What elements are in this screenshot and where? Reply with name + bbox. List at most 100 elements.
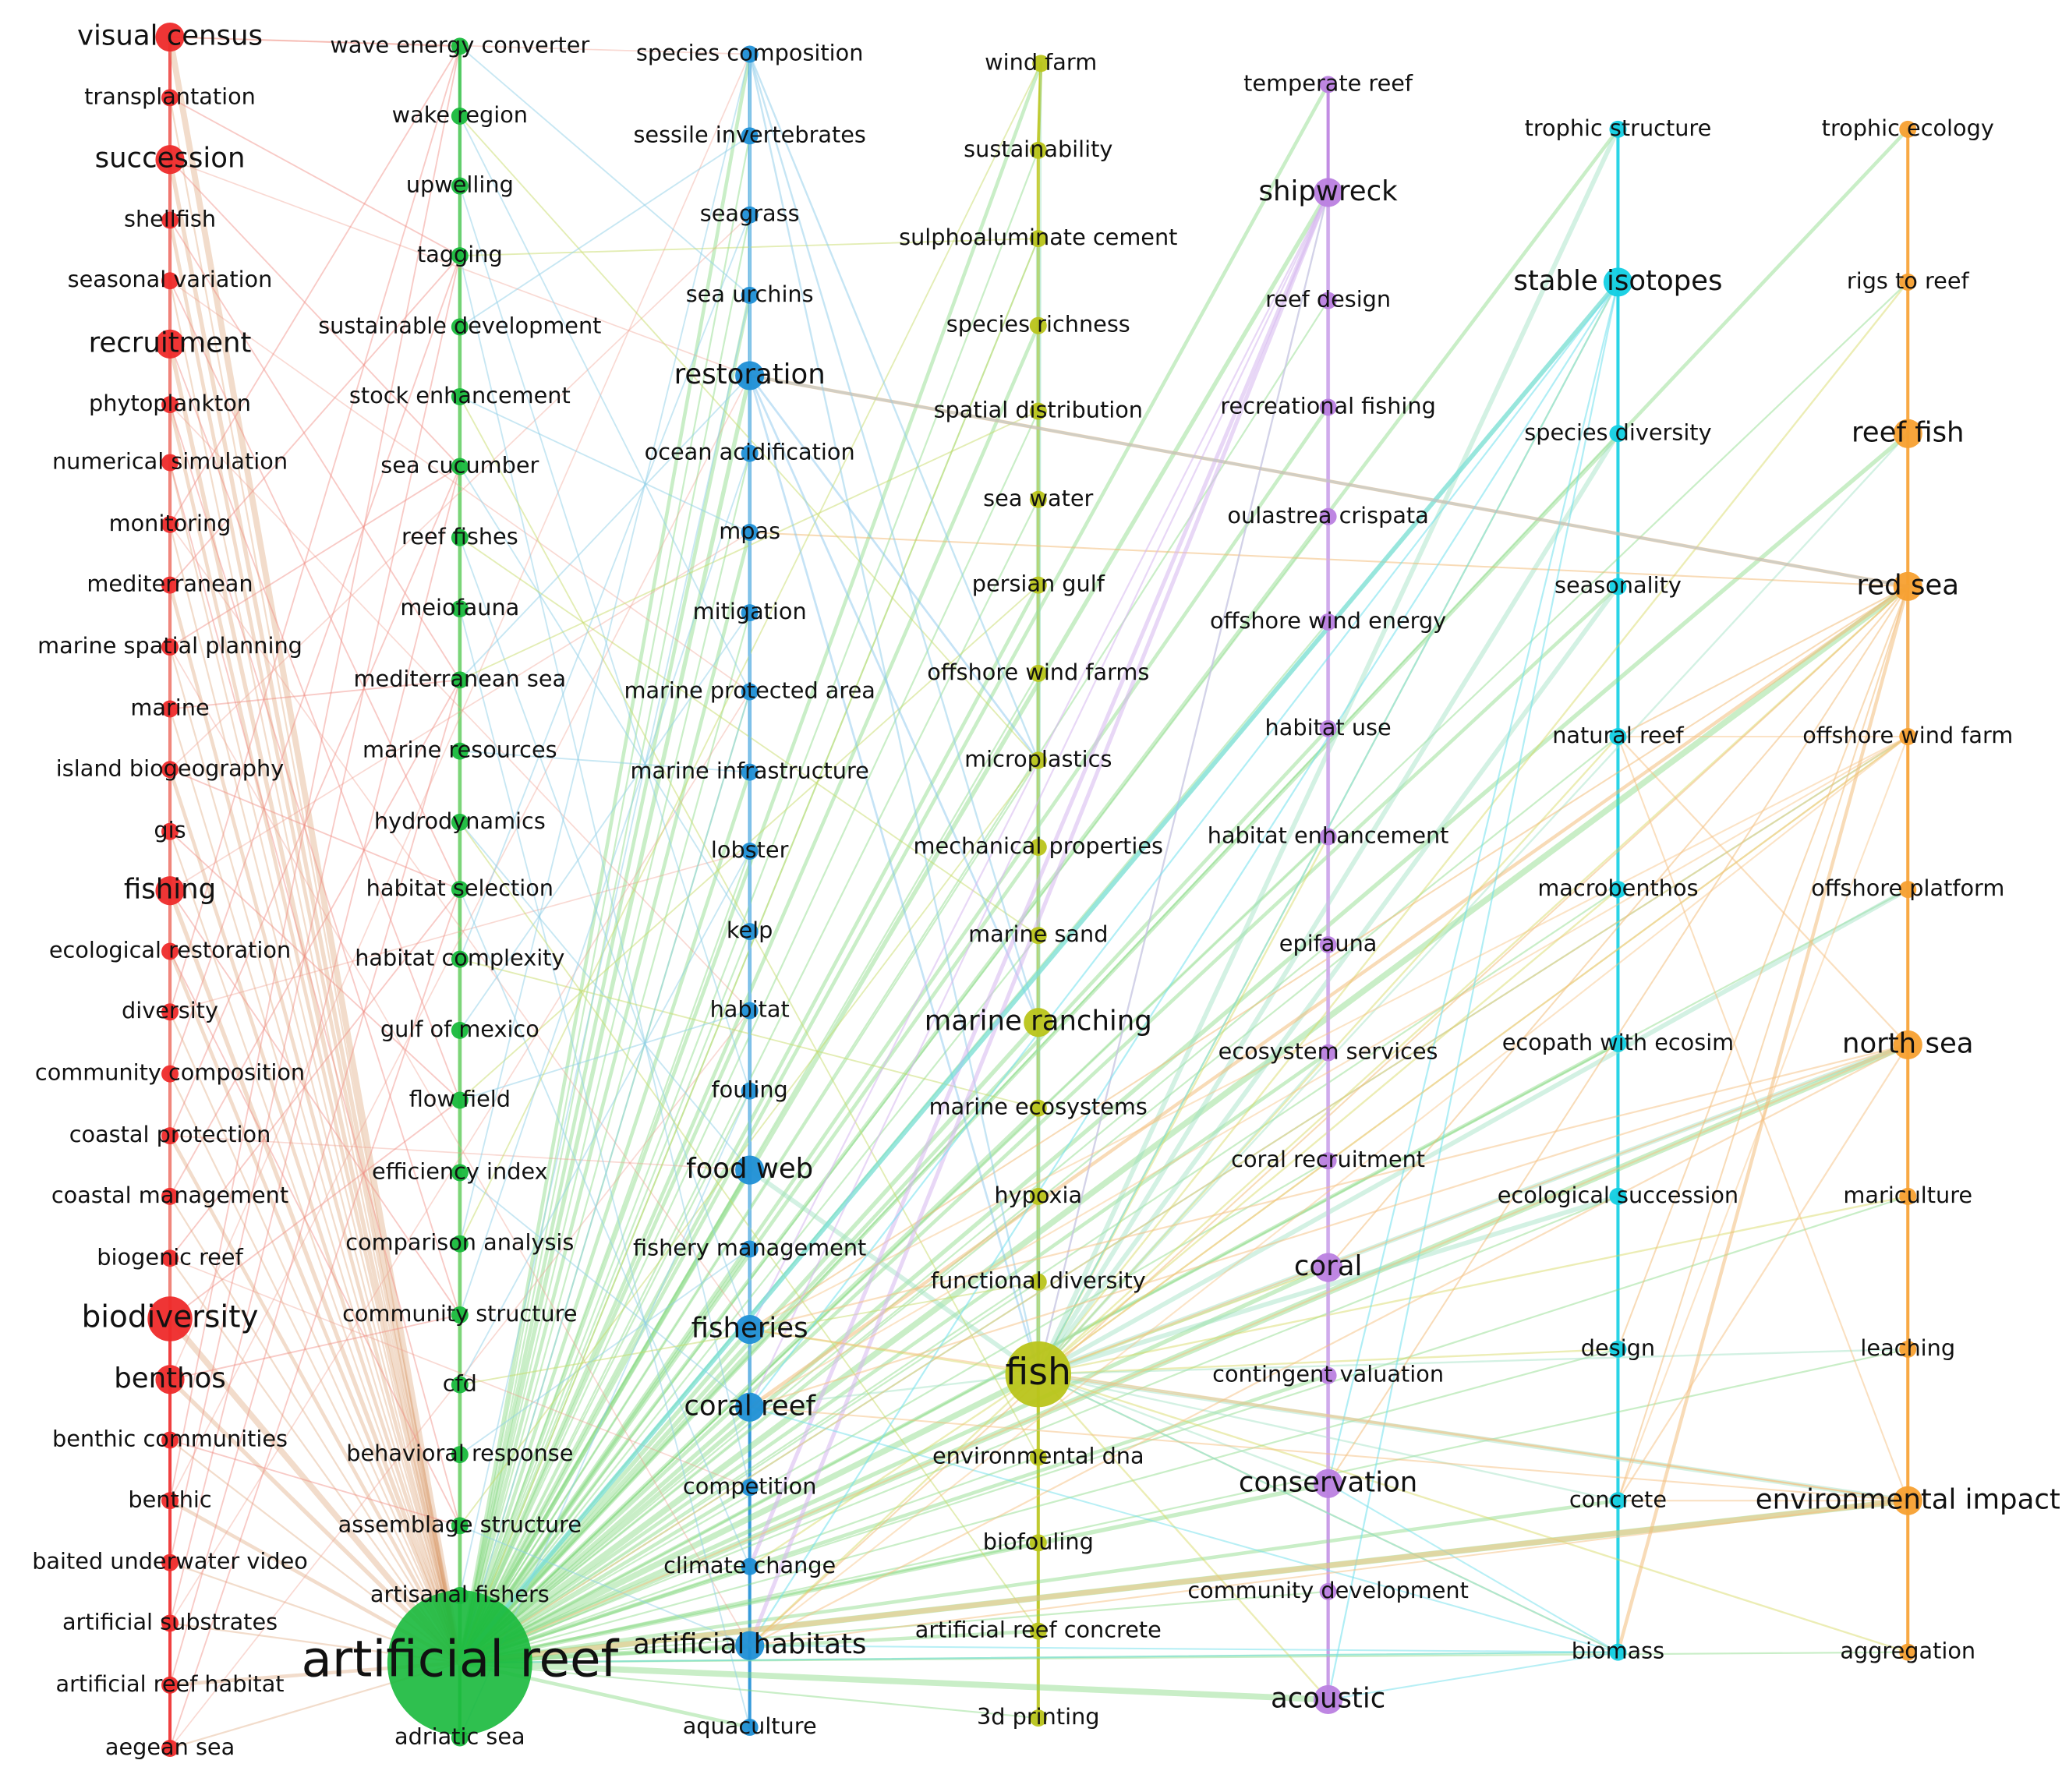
- keyword-node[interactable]: [1609, 1340, 1627, 1358]
- keyword-node[interactable]: [1319, 1582, 1337, 1600]
- keyword-node[interactable]: [1029, 490, 1047, 508]
- keyword-node[interactable]: [1893, 1486, 1922, 1515]
- keyword-node[interactable]: [451, 1729, 469, 1747]
- keyword-node[interactable]: [741, 683, 759, 701]
- keyword-node[interactable]: [161, 1431, 179, 1449]
- keyword-node[interactable]: [1609, 1034, 1627, 1052]
- keyword-node[interactable]: [1029, 141, 1047, 159]
- keyword-node[interactable]: [161, 761, 179, 779]
- keyword-node[interactable]: [741, 444, 759, 462]
- keyword-node[interactable]: [1029, 230, 1047, 248]
- keyword-node[interactable]: [451, 881, 469, 899]
- keyword-node[interactable]: [1319, 613, 1337, 631]
- keyword-node[interactable]: [735, 361, 765, 391]
- keyword-node[interactable]: [735, 1155, 765, 1185]
- keyword-node[interactable]: [451, 1517, 469, 1535]
- keyword-node[interactable]: [1603, 267, 1633, 297]
- keyword-node[interactable]: [1319, 1152, 1337, 1170]
- keyword-node[interactable]: [387, 1590, 532, 1736]
- keyword-node[interactable]: [451, 1306, 469, 1324]
- keyword-node[interactable]: [161, 638, 179, 656]
- keyword-node[interactable]: [1029, 316, 1047, 334]
- keyword-node[interactable]: [1609, 578, 1627, 596]
- keyword-node[interactable]: [1319, 1366, 1337, 1384]
- keyword-node[interactable]: [161, 1553, 179, 1571]
- keyword-node[interactable]: [1899, 120, 1917, 138]
- keyword-node[interactable]: [1609, 728, 1627, 745]
- keyword-node[interactable]: [735, 1631, 765, 1660]
- keyword-node[interactable]: [1609, 1643, 1627, 1661]
- keyword-node[interactable]: [741, 763, 759, 781]
- keyword-node[interactable]: [161, 1003, 179, 1021]
- keyword-node[interactable]: [161, 822, 179, 840]
- keyword-node[interactable]: [741, 843, 759, 861]
- keyword-node[interactable]: [161, 576, 179, 594]
- keyword-node[interactable]: [161, 272, 179, 290]
- keyword-node[interactable]: [1319, 936, 1337, 954]
- keyword-node[interactable]: [161, 89, 179, 107]
- keyword-node[interactable]: [735, 1314, 765, 1345]
- keyword-node[interactable]: [741, 1479, 759, 1497]
- keyword-node[interactable]: [161, 515, 179, 533]
- keyword-node[interactable]: [741, 923, 759, 941]
- keyword-node[interactable]: [1893, 571, 1922, 601]
- keyword-node[interactable]: [451, 387, 469, 405]
- keyword-node[interactable]: [1899, 273, 1917, 291]
- keyword-node[interactable]: [1893, 419, 1922, 448]
- keyword-node[interactable]: [451, 671, 469, 689]
- keyword-node[interactable]: [741, 1082, 759, 1100]
- keyword-node[interactable]: [1319, 828, 1337, 846]
- keyword-node[interactable]: [451, 600, 469, 618]
- keyword-node[interactable]: [1319, 719, 1337, 737]
- keyword-node[interactable]: [451, 458, 469, 475]
- keyword-node[interactable]: [161, 454, 179, 472]
- keyword-node[interactable]: [161, 1492, 179, 1510]
- keyword-node[interactable]: [451, 1091, 469, 1109]
- keyword-node[interactable]: [161, 942, 179, 960]
- keyword-node[interactable]: [735, 1392, 765, 1422]
- keyword-node[interactable]: [1319, 507, 1337, 525]
- keyword-node[interactable]: [741, 206, 759, 224]
- keyword-node[interactable]: [451, 247, 469, 265]
- keyword-node[interactable]: [1893, 1030, 1922, 1060]
- keyword-node[interactable]: [741, 524, 759, 542]
- keyword-node[interactable]: [1029, 838, 1047, 856]
- keyword-node[interactable]: [147, 1296, 193, 1341]
- keyword-node[interactable]: [1899, 1340, 1917, 1358]
- keyword-node[interactable]: [1029, 1709, 1047, 1727]
- keyword-node[interactable]: [1314, 178, 1343, 207]
- keyword-node[interactable]: [1319, 292, 1337, 309]
- keyword-node[interactable]: [161, 1740, 179, 1757]
- keyword-node[interactable]: [741, 1557, 759, 1575]
- keyword-node[interactable]: [1029, 1187, 1047, 1205]
- keyword-node[interactable]: [155, 1365, 185, 1394]
- keyword-node[interactable]: [451, 813, 469, 831]
- keyword-node[interactable]: [161, 1676, 179, 1694]
- keyword-node[interactable]: [161, 700, 179, 718]
- keyword-node[interactable]: [1029, 1622, 1047, 1640]
- keyword-node[interactable]: [1899, 1187, 1917, 1205]
- keyword-node[interactable]: [1029, 576, 1047, 594]
- keyword-node[interactable]: [161, 1187, 179, 1205]
- keyword-node[interactable]: [1609, 881, 1627, 899]
- keyword-node[interactable]: [155, 145, 185, 175]
- keyword-node[interactable]: [1029, 1448, 1047, 1466]
- keyword-node[interactable]: [1029, 1099, 1047, 1117]
- keyword-node[interactable]: [1899, 728, 1917, 745]
- keyword-node[interactable]: [741, 604, 759, 622]
- keyword-node[interactable]: [1032, 55, 1050, 72]
- keyword-node[interactable]: [451, 1446, 469, 1464]
- keyword-node[interactable]: [1005, 1341, 1072, 1408]
- keyword-node[interactable]: [1029, 927, 1047, 945]
- keyword-node[interactable]: [161, 1249, 179, 1267]
- keyword-node[interactable]: [1319, 76, 1337, 94]
- keyword-node[interactable]: [451, 528, 469, 546]
- keyword-node[interactable]: [451, 1235, 469, 1253]
- keyword-node[interactable]: [741, 127, 759, 145]
- keyword-node[interactable]: [451, 177, 469, 195]
- keyword-node[interactable]: [741, 1002, 759, 1020]
- keyword-node[interactable]: [1609, 425, 1627, 443]
- keyword-node[interactable]: [161, 1065, 179, 1083]
- keyword-node[interactable]: [1899, 1643, 1917, 1661]
- keyword-node[interactable]: [741, 45, 759, 63]
